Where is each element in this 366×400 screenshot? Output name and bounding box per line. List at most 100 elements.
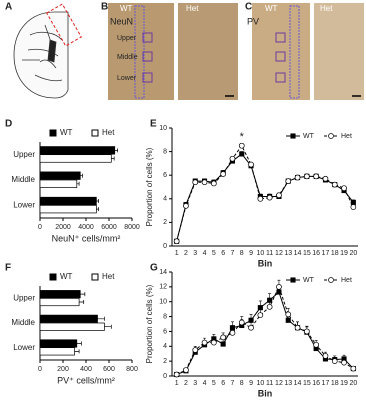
marker bbox=[304, 173, 310, 180]
x-tick-label: 12 bbox=[275, 380, 283, 387]
y-tick-label: 2 bbox=[163, 358, 167, 365]
bar bbox=[39, 196, 97, 206]
marker bbox=[350, 204, 357, 210]
legend-label: Het bbox=[102, 128, 115, 137]
roi bbox=[142, 32, 153, 43]
x-tick-label: 18 bbox=[331, 250, 339, 257]
x-tick-label: 10 bbox=[256, 250, 264, 257]
marker bbox=[285, 311, 292, 318]
x-tick-label: 20 bbox=[349, 250, 357, 257]
y-tick-label: 2 bbox=[163, 219, 167, 226]
error-bar bbox=[114, 148, 118, 153]
x-tick-label: 3 bbox=[193, 250, 197, 257]
marker bbox=[238, 142, 245, 149]
marker bbox=[331, 181, 338, 188]
marker bbox=[304, 328, 310, 335]
x-tick-label: 1 bbox=[175, 250, 179, 257]
marker bbox=[266, 304, 273, 310]
marker bbox=[173, 238, 180, 245]
marker bbox=[294, 324, 301, 331]
x-tick-label: 14 bbox=[294, 380, 302, 387]
legend-marker bbox=[290, 133, 296, 139]
panel-label: A bbox=[5, 2, 12, 13]
error-bar bbox=[76, 181, 80, 186]
y-tick-label: 4 bbox=[163, 196, 167, 203]
x-tick-label: 13 bbox=[284, 250, 292, 257]
roi bbox=[275, 32, 286, 43]
error-bar bbox=[96, 199, 99, 204]
genotype-label: Het bbox=[320, 4, 333, 13]
x-tick-label: 9 bbox=[249, 250, 253, 257]
legend-swatch bbox=[49, 273, 57, 281]
bar bbox=[39, 314, 98, 323]
category-label: Lower bbox=[13, 343, 35, 352]
marker bbox=[211, 339, 217, 346]
x-tick-label: 19 bbox=[340, 380, 348, 387]
error-bar bbox=[96, 207, 99, 212]
x-tick-label: 20 bbox=[349, 380, 357, 387]
category-label: Upper bbox=[13, 293, 35, 302]
bar bbox=[39, 339, 78, 348]
y-tick-label: 6 bbox=[163, 328, 167, 335]
roi bbox=[275, 51, 286, 62]
y-tick-label: 10 bbox=[159, 299, 167, 306]
region-box bbox=[46, 3, 82, 47]
x-tick-label: 11 bbox=[266, 250, 273, 257]
roi bbox=[142, 72, 153, 83]
marker bbox=[341, 359, 347, 366]
marker bbox=[220, 334, 226, 341]
legend-label: WT bbox=[303, 277, 315, 284]
y-axis-label: Proportion of cells (%) bbox=[145, 147, 154, 226]
x-tick-label: 14 bbox=[294, 250, 302, 257]
bar bbox=[39, 179, 78, 188]
stain-label: PV bbox=[247, 16, 259, 26]
marker bbox=[313, 173, 319, 180]
legend-swatch bbox=[91, 129, 99, 137]
marker bbox=[220, 341, 226, 347]
error-bar bbox=[80, 292, 86, 297]
bar bbox=[39, 171, 81, 180]
x-tick-label: 5 bbox=[212, 250, 216, 257]
error-bar bbox=[79, 300, 85, 305]
x-tick-label: 19 bbox=[340, 250, 348, 257]
series-line bbox=[176, 153, 354, 242]
category-label: Upper bbox=[13, 150, 35, 159]
y-tick-label: 10 bbox=[159, 125, 167, 132]
annotation: * bbox=[240, 131, 245, 143]
marker bbox=[183, 203, 189, 209]
y-tick-label: 8 bbox=[163, 148, 167, 155]
error-bar bbox=[104, 324, 112, 329]
marker bbox=[211, 180, 217, 187]
y-tick-label: 0 bbox=[163, 373, 167, 380]
legend-label: Het bbox=[341, 277, 352, 284]
micrograph bbox=[314, 3, 364, 100]
marker bbox=[239, 151, 245, 157]
bar bbox=[39, 347, 75, 356]
genotype-label: WT bbox=[265, 4, 278, 13]
marker bbox=[313, 341, 319, 348]
error-bar bbox=[111, 156, 115, 161]
x-tick-label: 5 bbox=[212, 380, 216, 387]
x-tick-label: 8000 bbox=[124, 224, 140, 231]
panel-label: D bbox=[5, 119, 12, 130]
bar bbox=[39, 290, 81, 299]
error-bar bbox=[74, 349, 80, 354]
legend-label: WT bbox=[60, 128, 73, 137]
x-tick-label: 8 bbox=[240, 250, 244, 257]
marker bbox=[285, 317, 291, 323]
x-tick-label: 15 bbox=[303, 250, 311, 257]
marker bbox=[201, 179, 208, 186]
x-tick-label: 400 bbox=[80, 366, 92, 373]
x-tick-label: 7 bbox=[230, 250, 234, 257]
marker bbox=[201, 339, 208, 346]
x-tick-label: 9 bbox=[249, 380, 253, 387]
category-label: Middle bbox=[11, 175, 35, 184]
marker bbox=[285, 178, 292, 184]
x-axis-label: PV⁺ cells/mm² bbox=[57, 375, 115, 385]
y-tick-label: 4 bbox=[163, 343, 167, 350]
panel-label: G bbox=[150, 263, 158, 274]
category-label: Middle bbox=[11, 318, 35, 327]
x-axis-label: NeuN⁺ cells/mm² bbox=[52, 233, 121, 243]
bar bbox=[39, 146, 116, 155]
legend-label: Het bbox=[341, 133, 352, 140]
